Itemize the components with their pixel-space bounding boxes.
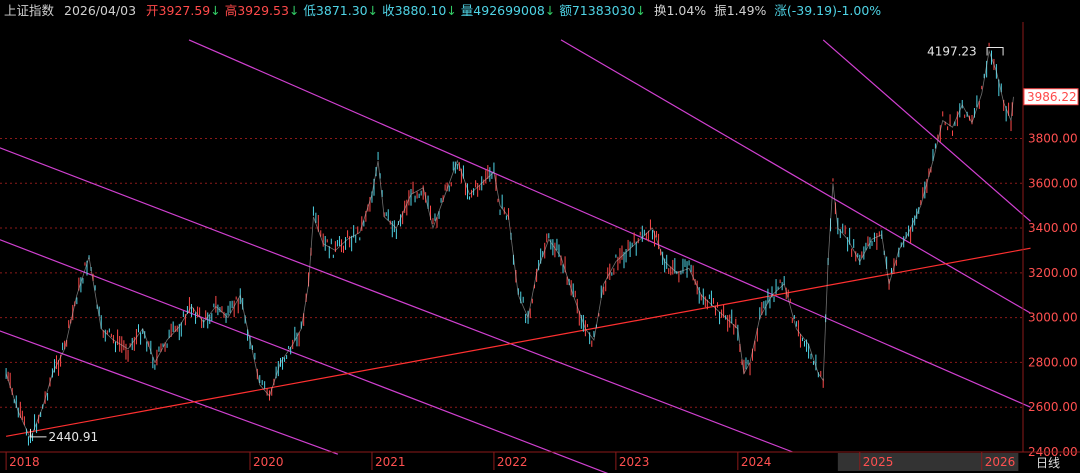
x-tick-label: 2020 xyxy=(253,455,284,469)
trend-line xyxy=(5,247,1031,437)
current-price-tag xyxy=(1023,88,1079,106)
x-tick-label: 2024 xyxy=(741,455,772,469)
close-label: 收 xyxy=(382,3,395,18)
x-tick-label: 2021 xyxy=(375,455,406,469)
high-arrow-icon: ↓ xyxy=(288,3,300,18)
amount-arrow-icon: ↓ xyxy=(635,3,646,18)
y-tick-label: 3200.00 xyxy=(1028,266,1078,280)
x-tick-label: 2026 xyxy=(985,455,1016,469)
annotations: 4197.23 2440.91 3986.22 xyxy=(29,44,1079,444)
channel-lines xyxy=(0,39,1031,473)
open-label: 开 xyxy=(146,3,159,18)
amplitude-value: 1.49% xyxy=(726,3,767,18)
volume-label: 量 xyxy=(460,3,474,18)
channel-line xyxy=(560,39,1031,314)
quote-date: 2026/04/03 xyxy=(64,3,137,18)
x-tick-label: 2023 xyxy=(619,455,650,469)
max-price-label: 4197.23 xyxy=(927,44,977,58)
close-arrow-icon: ↓ xyxy=(446,3,457,18)
high-label: 高 xyxy=(224,3,238,18)
channel-line xyxy=(822,39,1031,222)
amplitude-label: 振 xyxy=(714,3,727,18)
turnover-value: 1.04% xyxy=(666,3,707,18)
amount-value: 71383030 xyxy=(571,3,636,18)
channel-line xyxy=(188,39,1031,408)
change-label: 涨 xyxy=(774,3,787,18)
open-arrow-icon: ↓ xyxy=(210,3,221,18)
channel-line xyxy=(0,330,339,455)
low-value: 3871.30 xyxy=(315,3,368,18)
x-axis: 2018 2020 2021 2022 2023 2024 2025 2026 日线 xyxy=(5,452,1060,471)
trend-line-group xyxy=(5,247,1031,437)
open-value: 3927.59 xyxy=(158,3,211,18)
quote-header: 上证指数 2026/04/03 开3927.59↓ 高3929.53↓ 低387… xyxy=(0,0,1080,22)
price-line xyxy=(5,49,1014,440)
y-tick-label: 2600.00 xyxy=(1028,400,1078,414)
y-tick-label: 3000.00 xyxy=(1028,311,1078,325)
high-value: 3929.53 xyxy=(237,3,289,18)
y-axis: 2400.002600.002800.003000.003200.003400.… xyxy=(0,22,1080,459)
y-tick-label: 2800.00 xyxy=(1028,355,1078,369)
x-tick-label: 2025 xyxy=(863,455,894,469)
y-tick-label: 3400.00 xyxy=(1028,221,1078,235)
y-tick-label: 3800.00 xyxy=(1028,131,1078,145)
volume-value: 492699008 xyxy=(473,3,545,18)
amount-label: 额 xyxy=(559,3,572,18)
index-name[interactable]: 上证指数 xyxy=(4,3,55,18)
change-value: (-39.19)-1.00% xyxy=(786,3,882,18)
period-label: 日线 xyxy=(1036,456,1060,470)
min-marker xyxy=(29,428,47,438)
time-scroll-band xyxy=(837,453,1019,471)
channel-line xyxy=(0,147,793,453)
close-value: 3880.10 xyxy=(394,3,447,18)
current-price-label: 3986.22 xyxy=(1027,90,1077,104)
x-tick-label: 2018 xyxy=(9,455,40,469)
turnover-label: 换 xyxy=(653,3,667,18)
low-arrow-icon: ↓ xyxy=(367,3,379,18)
volume-arrow-icon: ↓ xyxy=(544,3,556,18)
low-label: 低 xyxy=(303,3,316,18)
y-tick-label: 3600.00 xyxy=(1028,176,1078,190)
max-marker xyxy=(986,46,1004,56)
x-tick-label: 2022 xyxy=(497,455,528,469)
channel-line xyxy=(0,239,609,473)
price-series xyxy=(5,42,1014,446)
grid-lines xyxy=(0,137,1022,453)
min-price-label: 2440.91 xyxy=(48,430,98,444)
